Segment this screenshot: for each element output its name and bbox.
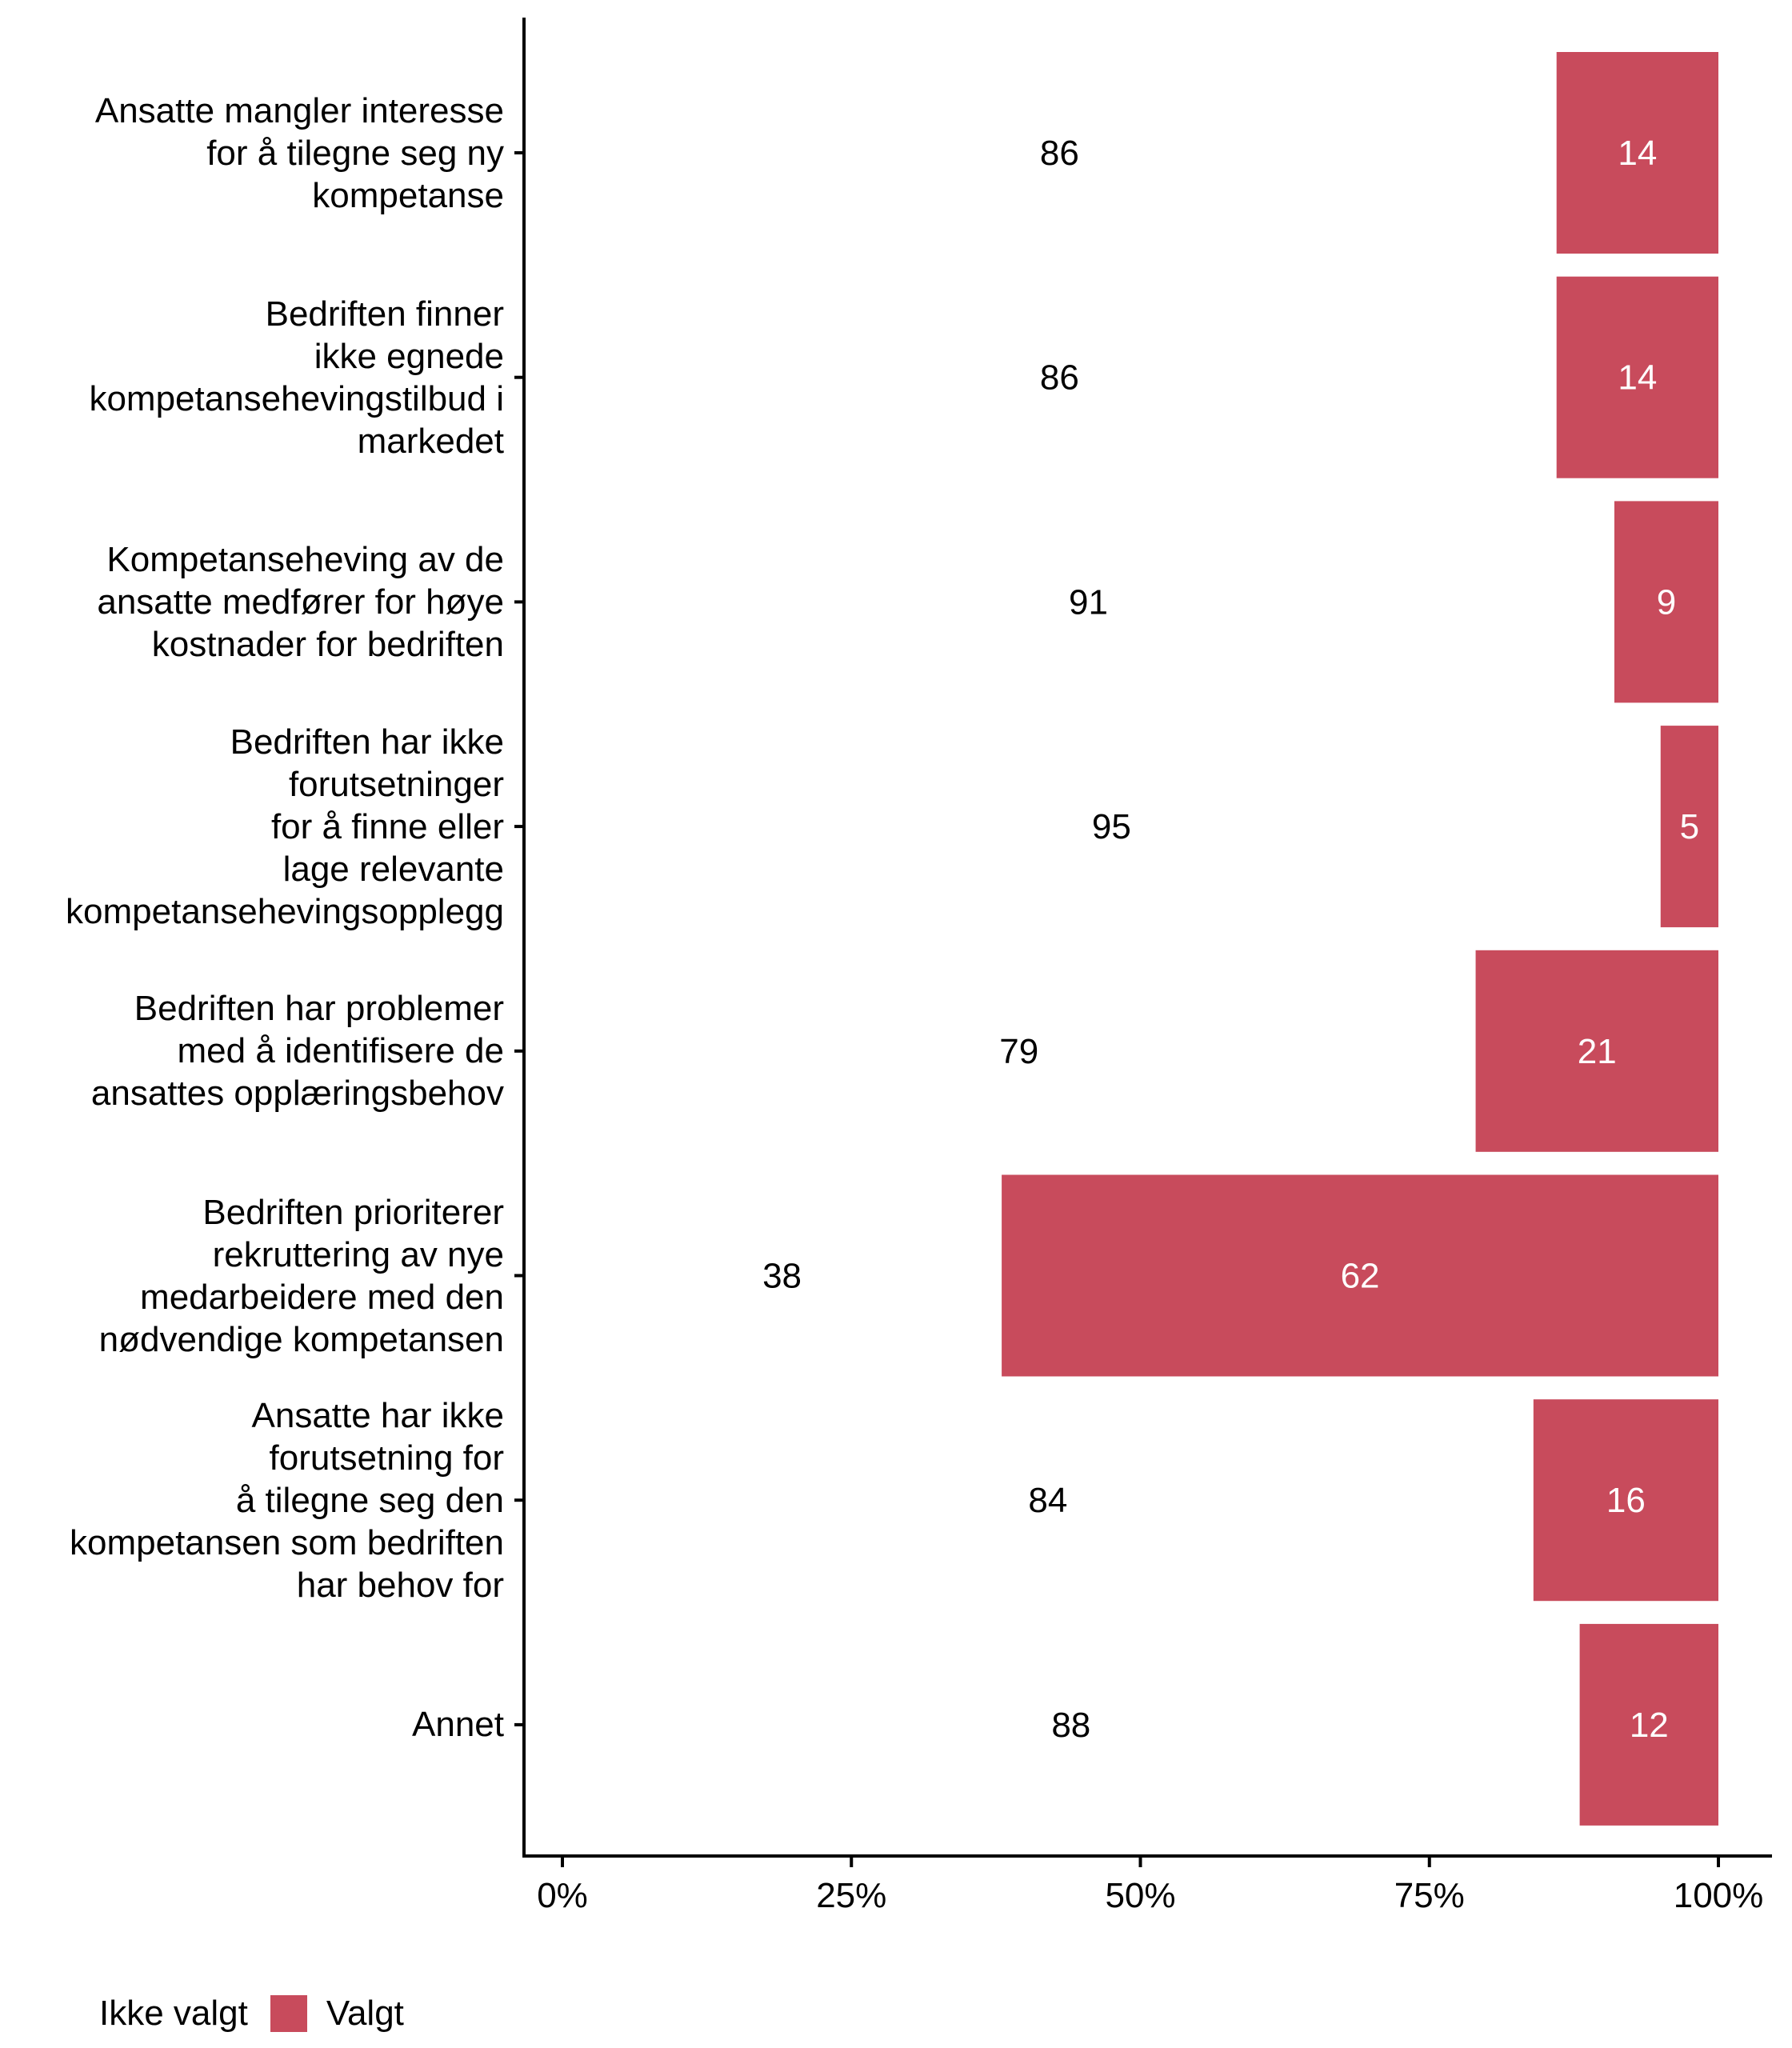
- data-label-valgt-7: 12: [1630, 1706, 1669, 1745]
- category-label-6: Ansatte har ikke forutsetning for å tile…: [70, 1395, 504, 1605]
- bar-ikke-valgt-5: [562, 1174, 1002, 1377]
- x-tick-label-3: 75%: [1394, 1876, 1465, 1915]
- bar-valgt-5: [1002, 1174, 1718, 1377]
- data-label-valgt-4: 21: [1578, 1032, 1617, 1071]
- x-tick-label-0: 0%: [537, 1876, 588, 1915]
- bar-ikke-valgt-3: [562, 726, 1661, 928]
- category-label-7: Annet: [412, 1705, 504, 1745]
- data-label-valgt-3: 5: [1680, 807, 1699, 846]
- legend-key-valgt: [270, 1995, 307, 2032]
- legend-label-valgt: Valgt: [326, 1994, 404, 2033]
- data-label-ikke-valgt-1: 86: [1040, 358, 1079, 398]
- bar-ikke-valgt-4: [562, 950, 1476, 1152]
- bar-valgt-4: [1475, 950, 1718, 1152]
- data-label-ikke-valgt-2: 91: [1069, 582, 1108, 622]
- bar-ikke-valgt-0: [562, 52, 1557, 254]
- category-label-4: Bedriften har problemer med å identifise…: [90, 989, 504, 1114]
- bar-ikke-valgt-2: [562, 501, 1614, 703]
- bar-ikke-valgt-7: [562, 1623, 1580, 1826]
- x-tick-label-4: 100%: [1674, 1876, 1764, 1915]
- data-label-valgt-6: 16: [1606, 1481, 1646, 1520]
- x-tick-label-1: 25%: [816, 1876, 886, 1915]
- data-label-valgt-0: 14: [1618, 134, 1657, 173]
- data-label-ikke-valgt-3: 95: [1092, 807, 1131, 846]
- bar-valgt-1: [1556, 276, 1718, 478]
- bars-layer: [562, 52, 1718, 1826]
- data-label-valgt-2: 9: [1657, 582, 1676, 622]
- legend: Ikke valgt Valgt: [99, 1994, 404, 2034]
- legend-label-ikke-valgt: Ikke valgt: [99, 1994, 248, 2033]
- bar-valgt-7: [1579, 1623, 1718, 1826]
- bar-valgt-3: [1660, 726, 1718, 928]
- data-label-valgt-1: 14: [1618, 358, 1657, 398]
- data-label-ikke-valgt-4: 79: [999, 1032, 1038, 1071]
- x-tick-label-2: 50%: [1105, 1876, 1175, 1915]
- bar-ikke-valgt-1: [562, 276, 1557, 478]
- data-label-ikke-valgt-5: 38: [762, 1257, 802, 1296]
- x-ticks-layer: 0% 25% 50% 75% 100%: [537, 1856, 1763, 1915]
- data-label-ikke-valgt-0: 86: [1040, 134, 1079, 173]
- bar-valgt-0: [1556, 52, 1718, 254]
- y-ticks-layer: [514, 151, 524, 1726]
- category-label-2: Kompetanseheving av de ansatte medfører …: [97, 539, 504, 664]
- category-label-5: Bedriften prioriterer rekruttering av ny…: [98, 1192, 504, 1359]
- bar-valgt-2: [1614, 501, 1718, 703]
- category-label-0: Ansatte mangler interesse for å tilegne …: [94, 90, 504, 215]
- data-label-ikke-valgt-7: 88: [1051, 1706, 1090, 1745]
- data-label-ikke-valgt-6: 84: [1028, 1481, 1067, 1520]
- bar-labels-layer: 86 14 86 14 91 9 95 5 79 21 38 62 84 16 88 12: [762, 134, 1699, 1745]
- data-label-valgt-5: 62: [1341, 1257, 1380, 1296]
- category-label-1: Bedriften finner ikke egnede kompetanseh…: [89, 294, 504, 461]
- bar-valgt-6: [1533, 1399, 1718, 1602]
- category-label-3: Bedriften har ikke forutsetninger for å …: [66, 722, 504, 931]
- bar-ikke-valgt-6: [562, 1399, 1534, 1602]
